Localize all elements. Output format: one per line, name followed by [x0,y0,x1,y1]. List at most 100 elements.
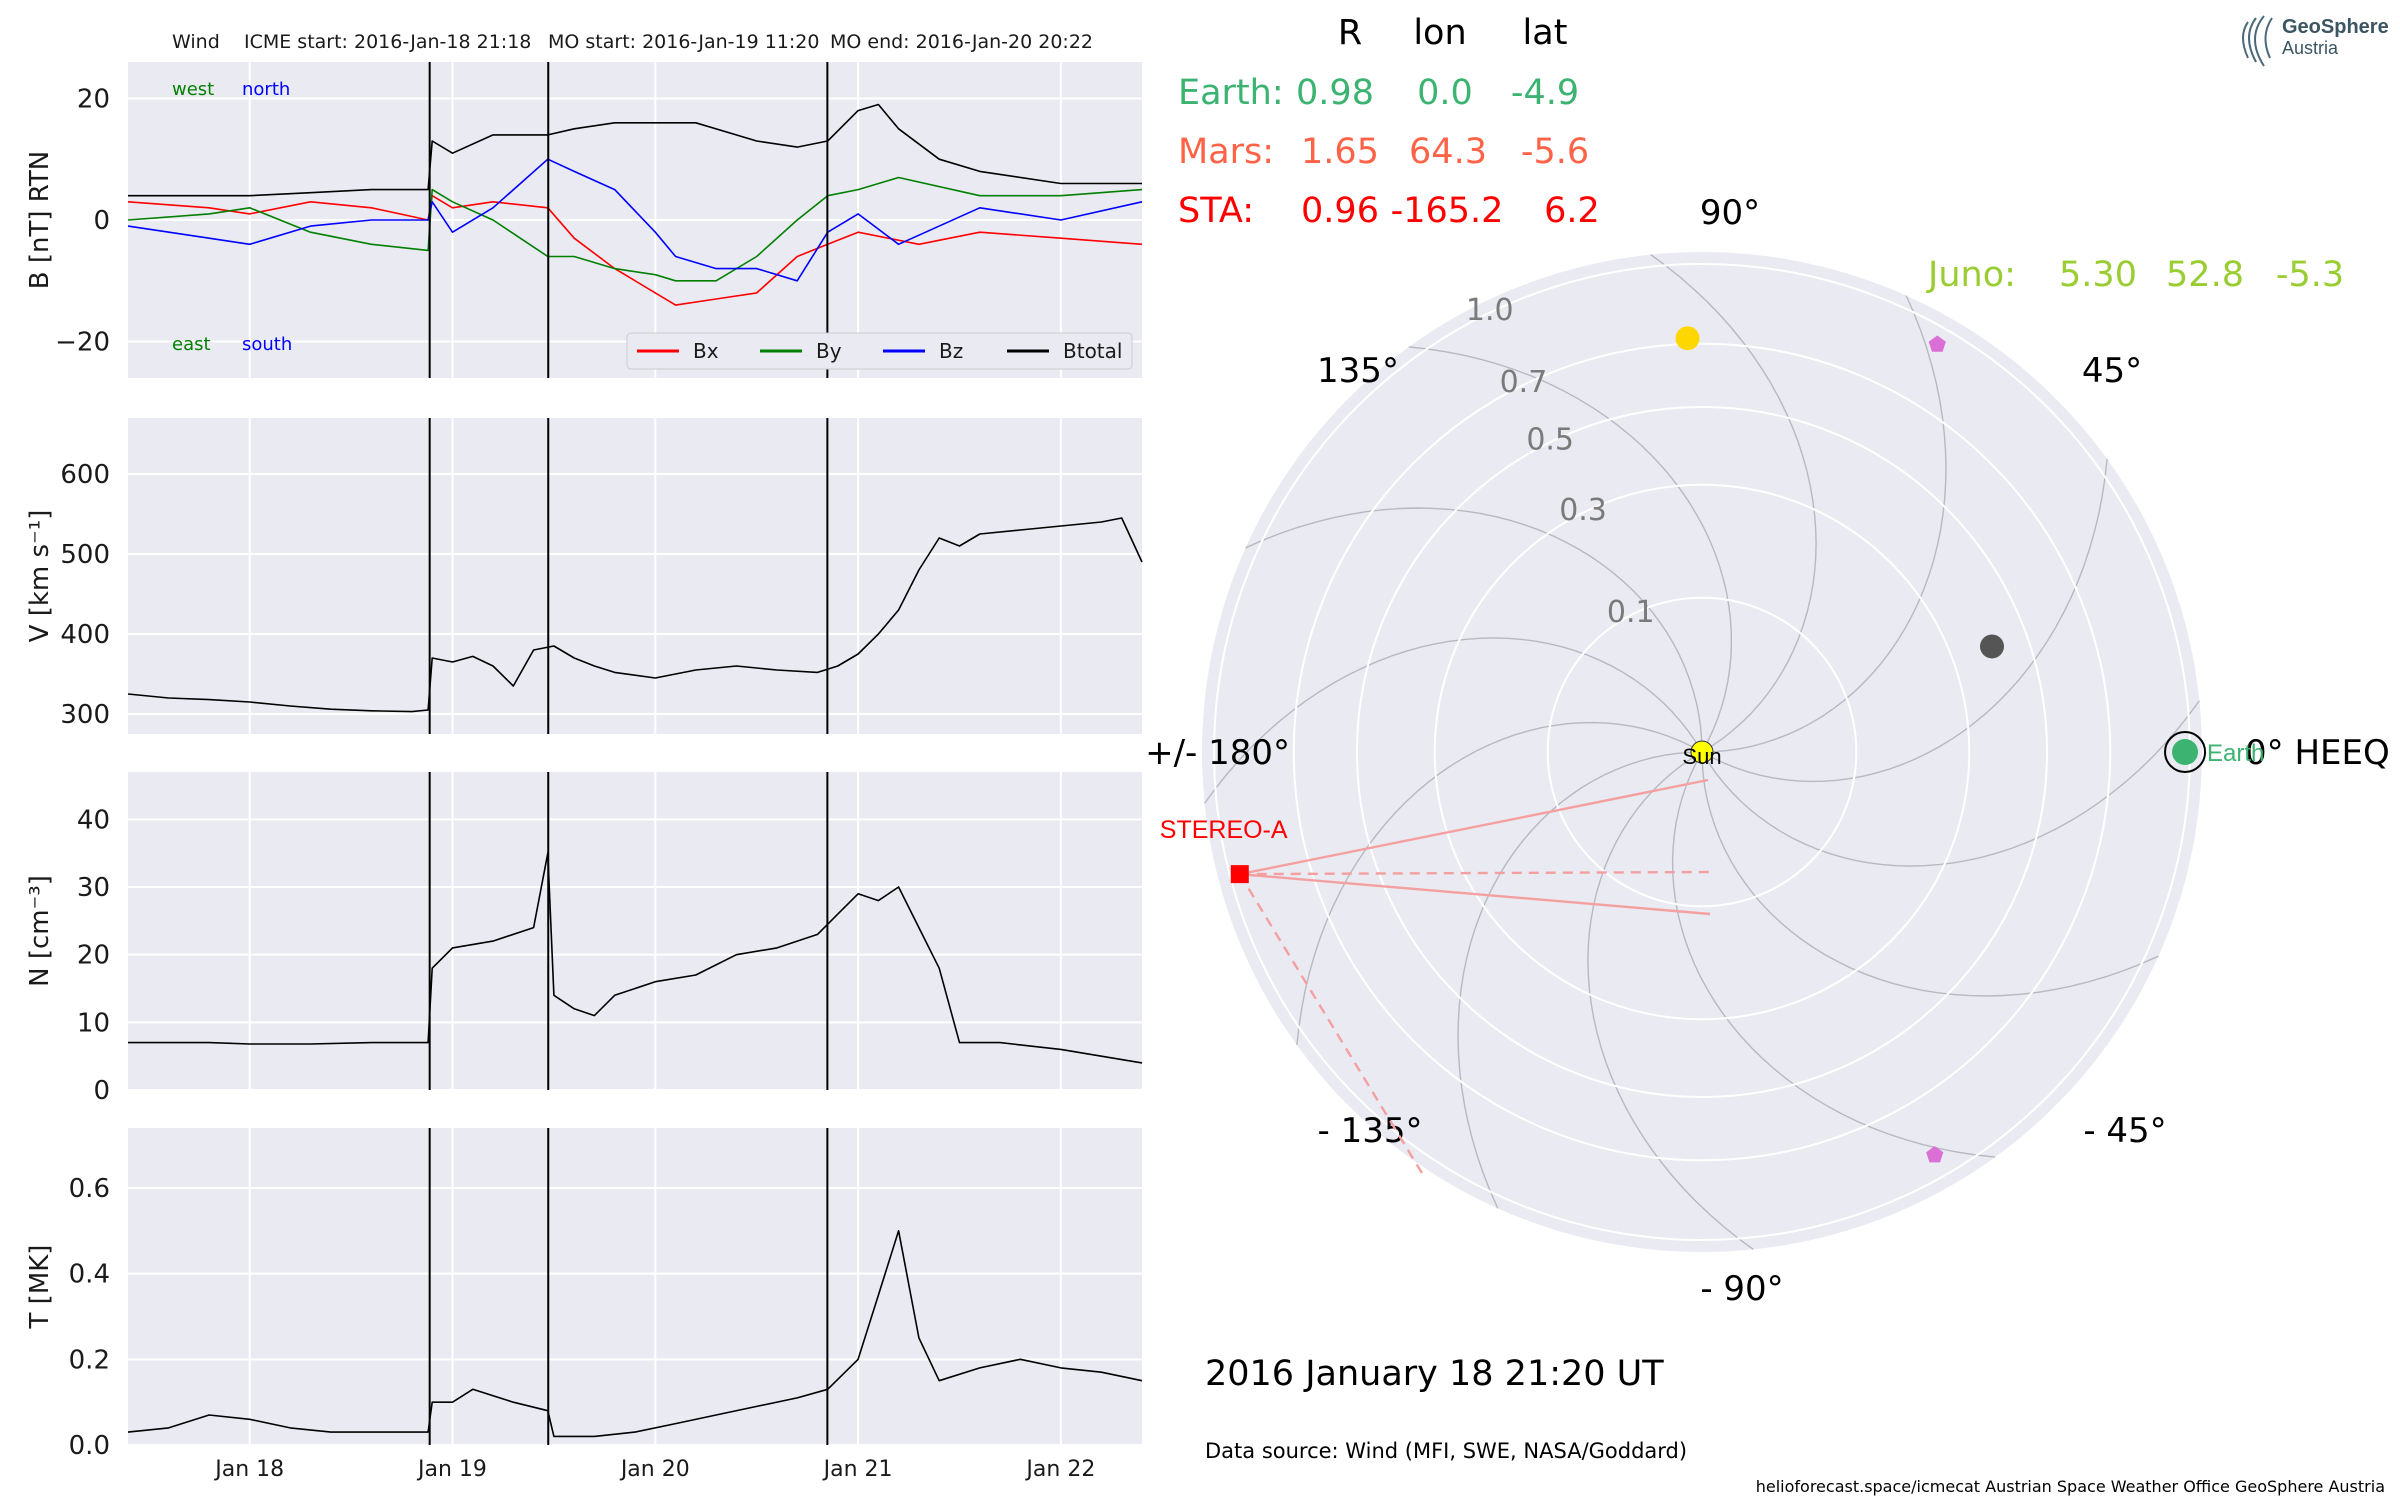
r-tick-label: 0.3 [1559,493,1607,528]
spiral-arc [1701,751,2159,997]
angle-label-a90: 90° [1700,193,1760,233]
r-grid-circle [1292,342,2112,1162]
pos-earth-lon: 0.0 [1417,73,1473,113]
panel-background [128,418,1142,734]
r-tick-label: 0.5 [1526,422,1574,457]
pos-mars-lon: 64.3 [1409,132,1487,172]
pos-sta-r: 0.96 [1301,191,1379,231]
venus-marker [1675,326,1700,351]
pos-mars-lat: -5.6 [1521,132,1589,172]
ytick-label: 10 [77,1008,110,1038]
ytick-label: 500 [60,540,110,570]
ytick-label: 0.2 [69,1345,110,1375]
footer-credits: helioforecast.space/icmecat Austrian Spa… [1756,1477,2385,1496]
pos-juno-lon: 52.8 [2166,255,2244,295]
series-line-v [127,517,1143,713]
earth-label: Earth [2207,740,2264,767]
xtick-label: Jan 21 [822,1457,893,1482]
panel-1: 600 500 400 300 V [km s⁻¹] [25,418,1143,734]
panel-2: 40 30 20 10 0 N [cm⁻³] [25,772,1143,1106]
logo-swirl-icon [2242,15,2273,67]
xtick-label: Jan 19 [416,1457,487,1482]
pos-earth-lat: -4.9 [1511,73,1579,113]
header-mo-start: MO start: 2016-Jan-19 11:20 [548,31,819,53]
series-line-bz [127,158,1143,282]
legend-label-bx: Bx [693,339,719,363]
logo-line1: GeoSphere [2282,16,2389,38]
pos-header-lon: lon [1413,13,1466,53]
xtick-label: Jan 20 [619,1457,690,1482]
annotation-east: east [172,334,211,355]
pos-earth-r: 0.98 [1296,73,1374,113]
angle-label-a135: 135° [1317,351,1399,391]
y-axis-label: T [MK] [25,1245,55,1330]
pos-header-r: R [1338,13,1362,53]
sta-line-lower [1239,872,1711,916]
y-axis-label: N [cm⁻³] [25,875,55,987]
series-line-btotal [128,103,1142,197]
spiral-arc [1587,751,1754,1250]
sta-line-dashed-outer [1238,873,1427,1179]
spiral-arc [1204,637,1703,804]
ytick-label: 30 [77,873,110,903]
stereo-a-label: STEREO-A [1160,816,1288,844]
ytick-label: 0.4 [69,1260,110,1290]
ytick-label: 0 [93,1076,110,1106]
series-line-t [127,1230,1143,1438]
angle-label-a180: +/- 180° [1145,733,1290,773]
ytick-label: −20 [55,328,110,358]
angle-label-am90: - 90° [1700,1269,1783,1309]
ytick-label: 0.6 [69,1174,110,1204]
ytick-label: 600 [60,460,110,490]
series-line-n [128,852,1143,1064]
y-axis-label: B [nT] RTN [25,151,55,290]
header-mo-end: MO end: 2016-Jan-20 20:22 [830,31,1093,53]
annotation-west: west [172,79,214,100]
y-axis-label: V [km s⁻¹] [25,510,55,643]
positions-table: R lon lat Earth: 0.98 0.0 -4.9 Mars: 1.6… [1178,13,2344,295]
ytick-label: 400 [60,620,110,650]
r-tick-label: 0.1 [1607,595,1655,630]
date-text: 2016 January 18 21:20 UT [1205,1354,1664,1394]
ytick-label: 20 [77,941,110,971]
pos-juno-lat: -5.3 [2276,255,2344,295]
angle-label-am45: - 45° [2083,1111,2166,1151]
pos-sta-name: STA: [1178,191,1254,231]
angle-label-a45: 45° [2082,351,2142,391]
r-grid-circle [1355,405,2049,1099]
panel-background [128,772,1142,1090]
ytick-label: 300 [60,700,110,730]
xtick-label: Jan 18 [213,1457,284,1482]
time-series-panels: 20 0 −20 B [nT] RTN west north east south Bx By Bz… [25,62,1143,1482]
spiral-arc [1296,721,1703,1046]
legend-label-by: By [816,339,842,363]
pos-juno-r: 5.30 [2059,255,2137,295]
sta-line-sun [1239,778,1709,876]
polar-plot: 0.1 0.3 0.5 0.7 1.0 90° 45° 0° HEEQ 135° +/- 180°… [1145,193,2390,1309]
spiral-arc [1408,346,1733,753]
spiral-lines [1204,254,2200,1250]
pos-juno-name: Juno: [1926,255,2016,295]
legend: Bx By Bz Btotal [626,332,1133,370]
probe2-marker [1926,1146,1944,1163]
header-spacecraft: Wind [172,31,220,53]
pos-header-lat: lat [1523,13,1568,53]
probe1-marker [1928,335,1946,352]
legend-label-bz: Bz [939,339,963,363]
spiral-arc [1457,751,1703,1209]
mercury-marker [1979,634,2004,659]
earth-ring [2164,731,2207,773]
spiral-arc [1701,700,2200,867]
sun-label: Sun [1682,744,1721,769]
ytick-label: 0.0 [69,1431,110,1461]
spiral-arc [1650,254,1817,753]
sta-field-lines [1238,778,1711,1179]
ytick-label: 0 [93,206,110,236]
spiral-arc [1701,295,1947,753]
pos-mars-r: 1.65 [1301,132,1379,172]
r-grid-circle [1546,596,1858,908]
pos-mars-name: Mars: [1178,132,1274,172]
angle-label-a0: 0° HEEQ [2245,733,2390,773]
spiral-arc [1245,507,1703,753]
